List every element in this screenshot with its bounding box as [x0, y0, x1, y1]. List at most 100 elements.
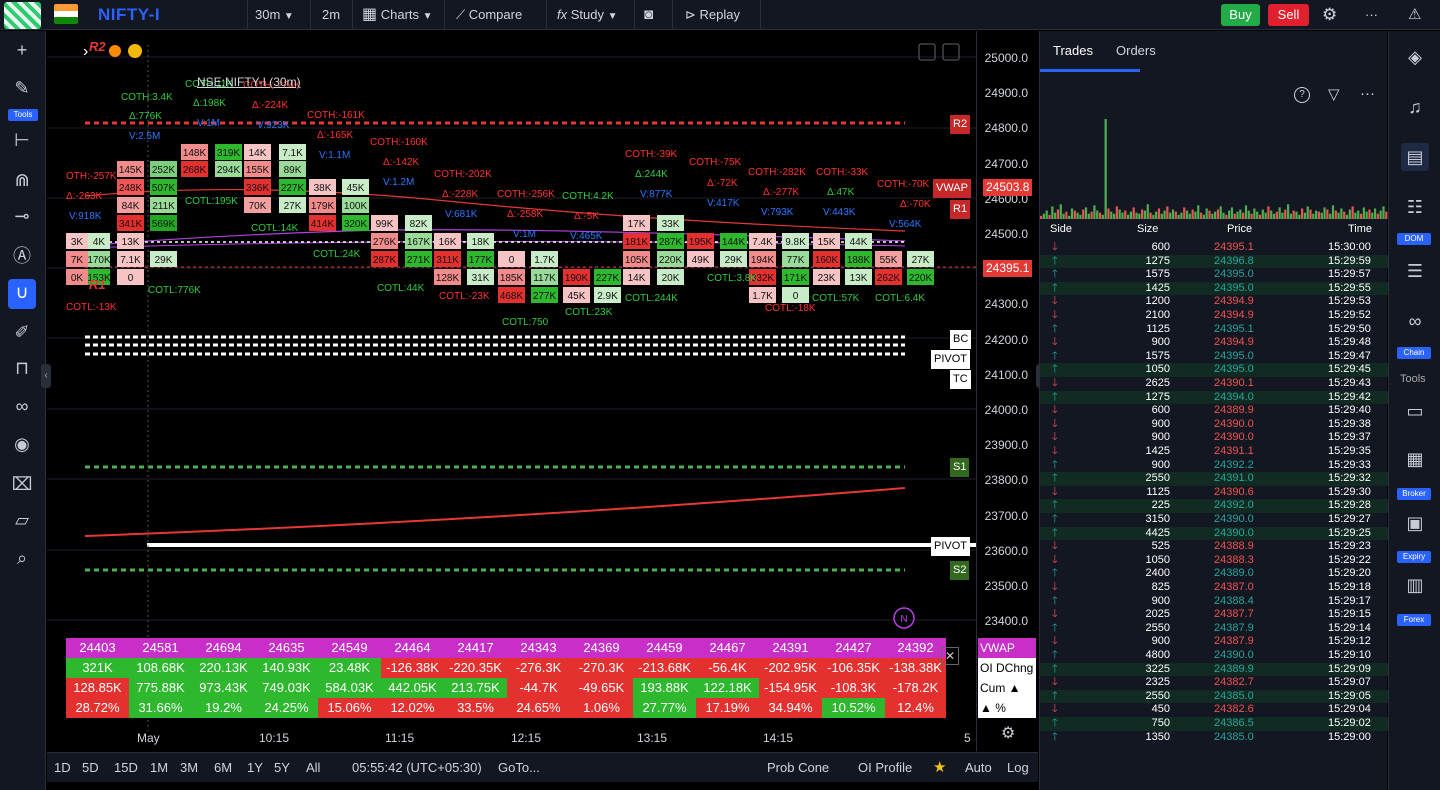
range-5y-button[interactable]: 5Y — [274, 760, 290, 775]
list-item[interactable]: 🡑 1575 24395.0 15:29:57 — [1040, 268, 1388, 282]
list-item[interactable]: 🡑 1050 24395.0 15:29:45 — [1040, 363, 1388, 377]
camera-icon[interactable]: ◙ — [644, 6, 654, 23]
trash-icon[interactable]: ⌧ — [11, 474, 33, 494]
chevron-right-icon[interactable]: › — [83, 43, 89, 60]
range-all-button[interactable]: All — [306, 760, 321, 775]
brush-icon[interactable]: ✐ — [14, 322, 30, 342]
calendar-doc-icon[interactable]: ▣ — [1406, 513, 1424, 533]
charts-dropdown[interactable]: ▦ Charts ▼ — [362, 0, 433, 30]
list-item[interactable]: 🡓 900 24394.9 15:29:48 — [1040, 336, 1388, 350]
goto-button[interactable]: GoTo... — [498, 760, 540, 775]
magnet-icon[interactable]: ∪ — [8, 279, 36, 309]
chart-area[interactable]: 145K 248K 84K 341K 13K 7.1K 0 252K 507K 211K 569K 2… — [47, 31, 976, 751]
measure-icon[interactable]: ⊸ — [14, 206, 30, 226]
pattern-icon[interactable]: ⋒ — [14, 170, 30, 190]
list-item[interactable]: 🡓 900 24390.0 15:29:37 — [1040, 431, 1388, 445]
list-item[interactable]: 🡓 1200 24394.9 15:29:53 — [1040, 295, 1388, 309]
list-item[interactable]: 🡓 900 24387.9 15:29:12 — [1040, 635, 1388, 649]
oi-profile-button[interactable]: OI Profile — [858, 760, 913, 775]
collapse-left-icon[interactable]: ‹ — [41, 364, 51, 388]
list-item[interactable]: 🡓 600 24395.1 15:30:00 — [1040, 241, 1388, 255]
range-1m-button[interactable]: 1M — [150, 760, 169, 775]
settings-gear-icon[interactable]: ⚙ — [1001, 725, 1016, 742]
range-1d-button[interactable]: 1D — [54, 760, 71, 775]
list-item[interactable]: 🡓 2100 24394.9 15:29:52 — [1040, 309, 1388, 323]
grid-apps-icon[interactable]: ▦ — [1406, 449, 1424, 469]
crosshair-icon[interactable]: + — [16, 40, 28, 60]
alert-triangle-icon[interactable]: ⚠ — [1408, 6, 1422, 23]
range-5d-button[interactable]: 5D — [82, 760, 99, 775]
list-item[interactable]: 🡓 1050 24388.3 15:29:22 — [1040, 554, 1388, 568]
list-item[interactable]: 🡑 2550 24387.9 15:29:14 — [1040, 622, 1388, 636]
fork-icon[interactable]: ⊢ — [14, 130, 30, 150]
tab-trades[interactable]: Trades — [1053, 43, 1093, 58]
list-item[interactable]: 🡑 2550 24385.0 15:29:05 — [1040, 689, 1388, 704]
filter-icon[interactable]: ▽ — [1328, 86, 1340, 103]
time-axis[interactable]: May 10:15 11:15 12:15 13:15 14:15 5 — [47, 726, 1038, 750]
app-logo-icon[interactable] — [4, 2, 41, 29]
prob-cone-button[interactable]: Prob Cone — [767, 760, 830, 775]
list-item[interactable]: 🡑 225 24392.0 15:29:28 — [1040, 499, 1388, 513]
list-item[interactable]: 🡓 525 24388.9 15:29:23 — [1040, 540, 1388, 554]
clock-display[interactable]: 05:55:42 (UTC+05:30) — [352, 760, 482, 775]
list-item[interactable]: 🡑 3225 24389.9 15:29:09 — [1040, 662, 1388, 677]
list-item[interactable]: 🡑 1575 24395.0 15:29:47 — [1040, 350, 1388, 364]
interval-dropdown[interactable]: 30m ▼ — [255, 0, 294, 30]
list-item[interactable]: 🡑 1125 24395.1 15:29:50 — [1040, 323, 1388, 337]
list-item[interactable]: 🡑 4800 24390.0 15:29:10 — [1040, 649, 1388, 663]
list-item[interactable]: 🡑 1275 24394.0 15:29:42 — [1040, 390, 1388, 405]
list-item[interactable]: 🡓 2325 24382.7 15:29:07 — [1040, 676, 1388, 690]
list-item[interactable]: 🡓 1125 24390.6 15:29:30 — [1040, 486, 1388, 500]
range-1y-button[interactable]: 1Y — [247, 760, 263, 775]
list-item[interactable]: 🡑 900 24392.2 15:29:33 — [1040, 459, 1388, 473]
list-item[interactable]: 🡓 450 24382.6 15:29:04 — [1040, 703, 1388, 717]
ruler-icon[interactable]: ▱ — [15, 510, 29, 530]
text-tool-icon[interactable]: Ⓐ — [13, 246, 31, 266]
server-icon[interactable]: ▭ — [1406, 401, 1424, 421]
auto-scale-button[interactable]: Auto — [965, 760, 992, 775]
log-scale-button[interactable]: Log — [1007, 760, 1029, 775]
tab-orders[interactable]: Orders — [1116, 43, 1156, 58]
chart-legend[interactable]: NSE:NIFTY-I (30m) — [197, 75, 301, 89]
interval-quick-button[interactable]: 2m — [322, 7, 341, 22]
list-item[interactable]: 🡑 1275 24396.8 15:29:59 — [1040, 254, 1388, 269]
list-item[interactable]: 🡓 900 24390.0 15:29:38 — [1040, 418, 1388, 432]
list-item[interactable]: 🡓 2025 24387.7 15:29:15 — [1040, 608, 1388, 622]
gear-icon[interactable]: ⚙ — [1322, 5, 1338, 24]
list-item[interactable]: 🡓 600 24389.9 15:29:40 — [1040, 404, 1388, 418]
list-item[interactable]: 🡓 825 24387.0 15:29:18 — [1040, 581, 1388, 595]
list-item[interactable]: 🡓 2625 24390.1 15:29:43 — [1040, 377, 1388, 391]
forex-badge[interactable]: Forex — [1397, 614, 1431, 626]
star-icon[interactable]: ★ — [933, 759, 947, 776]
chain-badge[interactable]: Chain — [1397, 347, 1431, 359]
study-dropdown[interactable]: fx Study ▼ — [557, 0, 618, 30]
lock-icon[interactable]: ⊓ — [14, 358, 30, 378]
buy-button[interactable]: Buy — [1221, 4, 1260, 26]
zoom-icon[interactable]: ⌕ — [16, 548, 28, 568]
list-item[interactable]: 🡑 750 24386.5 15:29:02 — [1040, 717, 1388, 731]
list-item[interactable]: 🡑 2550 24391.0 15:29:32 — [1040, 472, 1388, 486]
range-6m-button[interactable]: 6M — [214, 760, 233, 775]
replay-button[interactable]: ⊳ Replay — [685, 0, 740, 30]
chain-icon[interactable]: ∞ — [1408, 311, 1422, 331]
calendar-icon[interactable]: ▥ — [1406, 575, 1424, 595]
list-icon[interactable]: ☰ — [1406, 261, 1424, 281]
eye-icon[interactable]: ◉ — [14, 434, 30, 454]
expand-button[interactable] — [942, 43, 960, 61]
list-item[interactable]: 🡑 4425 24390.0 15:29:25 — [1040, 526, 1388, 541]
list-item[interactable]: 🡑 1350 24385.0 15:29:00 — [1040, 731, 1388, 745]
dom-badge[interactable]: DOM — [1397, 233, 1431, 245]
list-item[interactable]: 🡓 1425 24391.1 15:29:35 — [1040, 445, 1388, 459]
bell-icon[interactable]: ♫ — [1408, 97, 1422, 117]
collapse-button[interactable] — [918, 43, 936, 61]
list-item[interactable]: 🡑 900 24388.4 15:29:17 — [1040, 595, 1388, 609]
more-icon[interactable]: ··· — [1360, 85, 1375, 102]
n-badge[interactable]: N — [900, 614, 907, 625]
list-item[interactable]: 🡑 3150 24390.0 15:29:27 — [1040, 513, 1388, 527]
expiry-badge[interactable]: Expiry — [1397, 551, 1431, 563]
range-15d-button[interactable]: 15D — [114, 760, 138, 775]
close-icon[interactable]: ✕ — [941, 647, 959, 665]
help-icon[interactable]: ? — [1294, 87, 1310, 103]
price-axis[interactable]: 25000.0 24900.0 24800.0 24700.0 24600.0 24500… — [976, 31, 1038, 751]
dom-icon[interactable]: ☷ — [1406, 197, 1424, 217]
